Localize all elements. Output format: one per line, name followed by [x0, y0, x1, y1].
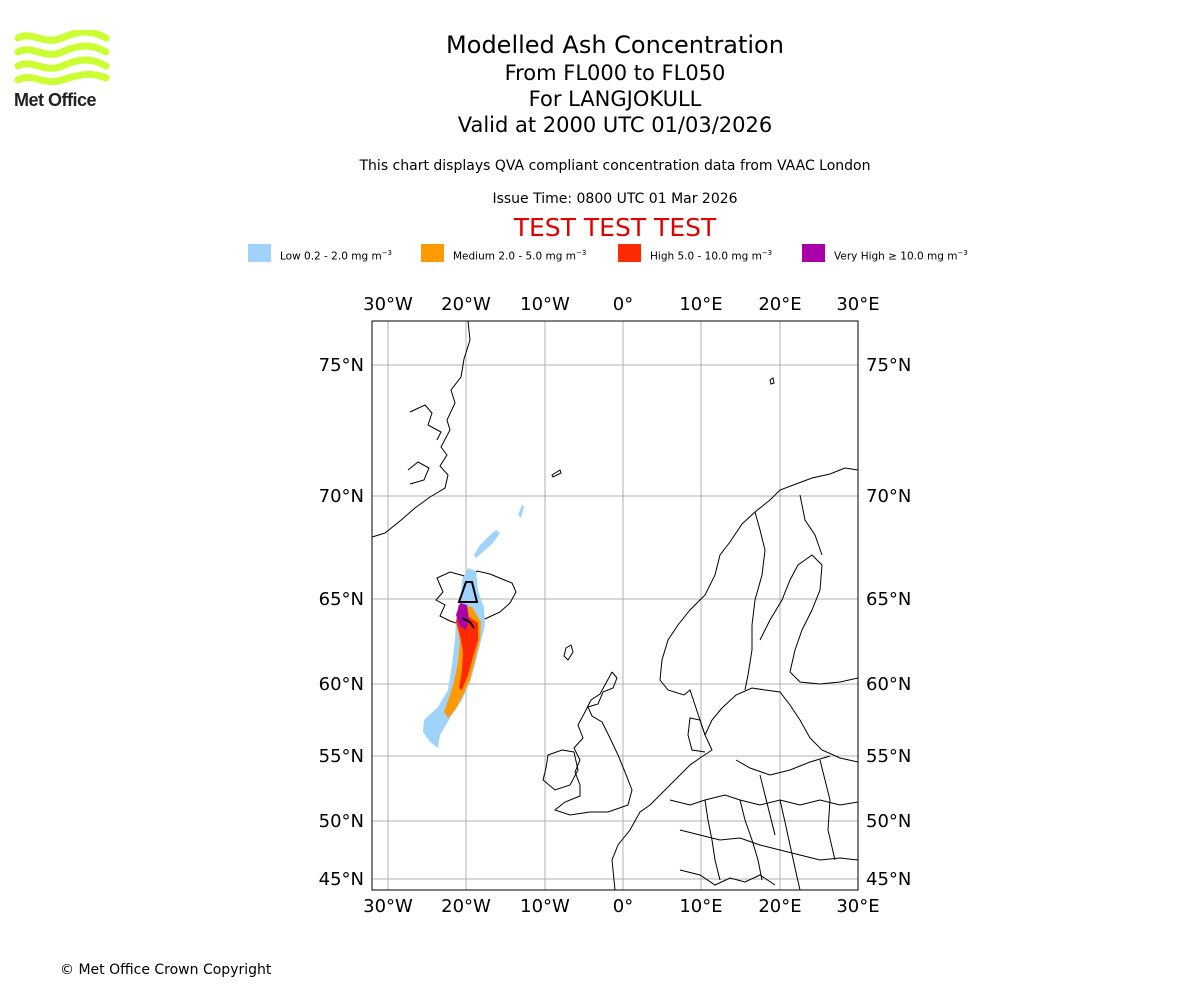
ash-plume	[423, 505, 524, 748]
legend-item-very-high: Very High ≥ 10.0 mg m−3	[802, 244, 968, 266]
lon-tick-label: 20°W	[441, 294, 491, 315]
map-frame	[371, 320, 859, 891]
copyright-notice: © Met Office Crown Copyright	[60, 962, 272, 978]
lon-tick-label: 0°	[613, 294, 633, 315]
lon-tick-label: 20°E	[758, 294, 801, 315]
greenland-coast	[372, 321, 471, 538]
continental-europe-coast	[611, 467, 858, 890]
longitude-labels-bottom: 30°W 20°W 10°W 0° 10°E 20°E 30°E	[363, 896, 879, 917]
lat-tick-label: 60°N	[866, 674, 911, 695]
lat-tick-label: 60°N	[319, 674, 364, 695]
title-line-1: Modelled Ash Concentration	[446, 31, 784, 59]
sweden-norway-border	[744, 511, 766, 691]
lon-tick-label: 20°W	[441, 896, 491, 917]
title-line-3: For LANGJOKULL	[528, 87, 702, 111]
legend-label-high: High 5.0 - 10.0 mg m	[650, 250, 762, 263]
logo-wordmark: Met Office	[14, 90, 97, 110]
legend-item-low: Low 0.2 - 2.0 mg m−3	[248, 244, 392, 266]
lat-tick-label: 65°N	[866, 589, 911, 610]
legend-swatch-high	[618, 244, 641, 262]
chart-title: Modelled Ash Concentration From FL000 to…	[315, 30, 915, 138]
britain-coast	[553, 671, 633, 816]
lon-tick-label: 10°W	[520, 294, 570, 315]
ash-low-strip	[474, 530, 500, 558]
lat-tick-label: 55°N	[319, 746, 364, 767]
legend-swatch-very-high	[802, 244, 825, 262]
greenland-fjord-2	[407, 461, 430, 485]
finland-border	[799, 494, 823, 556]
lon-tick-label: 10°E	[679, 294, 722, 315]
longitude-labels-top: 30°W 20°W 10°W 0° 10°E 20°E 30°E	[363, 294, 879, 315]
mediterranean-coast	[679, 869, 776, 886]
legend-exp-medium: −3	[575, 249, 587, 257]
svalbard-coast	[769, 377, 775, 385]
qva-note: This chart displays QVA compliant concen…	[359, 158, 871, 174]
europe-borders-4	[739, 799, 763, 881]
europe-borders-6	[819, 759, 836, 861]
map-content	[372, 321, 858, 890]
legend-exp-very-high: −3	[957, 249, 968, 257]
lat-tick-label: 50°N	[319, 811, 364, 832]
baltic-coast	[735, 755, 831, 776]
scandinavia-east-coast	[704, 687, 858, 763]
legend-label-medium: Medium 2.0 - 5.0 mg m	[453, 250, 576, 263]
legend-item-high: High 5.0 - 10.0 mg m−3	[618, 244, 772, 266]
lon-tick-label: 30°W	[363, 294, 413, 315]
ash-very-high	[456, 603, 469, 630]
latitude-labels-left: 75°N 70°N 65°N 60°N 55°N 50°N 45°N	[319, 355, 364, 890]
legend-label-low: Low 0.2 - 2.0 mg m	[280, 250, 382, 263]
langjokull-volcano-marker	[457, 581, 479, 629]
ash-low-fleck	[518, 505, 524, 518]
legend-exp-low: −3	[381, 249, 393, 257]
lat-tick-label: 75°N	[319, 355, 364, 376]
greenland-fjord-1	[409, 404, 442, 441]
legend-exp-high: −3	[761, 249, 773, 257]
title-line-4: Valid at 2000 UTC 01/03/2026	[457, 113, 773, 137]
test-banner: TEST TEST TEST	[513, 213, 717, 242]
faroe-coast	[563, 644, 574, 661]
lat-tick-label: 70°N	[319, 486, 364, 507]
lon-tick-label: 30°W	[363, 896, 413, 917]
legend-swatch-medium	[421, 244, 444, 262]
issue-time: Issue Time: 0800 UTC 01 Mar 2026	[492, 191, 738, 207]
met-office-wave-icon	[14, 28, 110, 85]
lat-tick-label: 50°N	[866, 811, 911, 832]
lon-tick-label: 20°E	[758, 896, 801, 917]
denmark-coast	[687, 717, 706, 753]
latitude-labels-right: 75°N 70°N 65°N 60°N 55°N 50°N 45°N	[866, 355, 911, 890]
lat-tick-label: 45°N	[866, 869, 911, 890]
lon-tick-label: 10°E	[679, 896, 722, 917]
lon-tick-label: 10°W	[520, 896, 570, 917]
europe-borders-1	[669, 794, 858, 806]
coastlines	[372, 321, 858, 890]
met-office-logo: Met Office	[14, 28, 110, 112]
lat-tick-label: 65°N	[319, 589, 364, 610]
legend-item-medium: Medium 2.0 - 5.0 mg m−3	[421, 244, 586, 266]
jan-mayen-coast	[551, 469, 562, 478]
legend-label-very-high: Very High ≥ 10.0 mg m	[834, 250, 958, 263]
europe-borders-7	[759, 774, 776, 836]
lon-tick-label: 30°E	[836, 896, 879, 917]
europe-borders-5	[779, 799, 801, 890]
lat-tick-label: 55°N	[866, 746, 911, 767]
lat-tick-label: 70°N	[866, 486, 911, 507]
finland-coast	[759, 554, 858, 685]
lon-tick-label: 30°E	[836, 294, 879, 315]
lon-tick-label: 0°	[613, 896, 633, 917]
ireland-coast	[542, 749, 579, 791]
ash-high	[456, 612, 478, 690]
lat-tick-label: 75°N	[866, 355, 911, 376]
legend-swatch-low	[248, 244, 271, 262]
europe-borders-3	[704, 799, 721, 881]
europe-borders-2	[679, 829, 858, 861]
title-line-2: From FL000 to FL050	[504, 61, 726, 85]
lat-tick-label: 45°N	[319, 869, 364, 890]
